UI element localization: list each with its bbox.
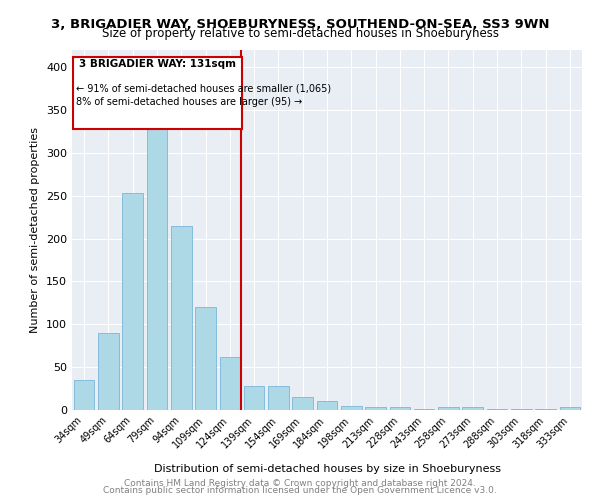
Text: Size of property relative to semi-detached houses in Shoeburyness: Size of property relative to semi-detach… [101, 28, 499, 40]
FancyBboxPatch shape [73, 57, 242, 129]
Bar [98, 333, 119, 410]
Text: 3 BRIGADIER WAY: 131sqm: 3 BRIGADIER WAY: 131sqm [79, 59, 236, 69]
Y-axis label: Number of semi-detached properties: Number of semi-detached properties [31, 127, 40, 333]
Text: 3, BRIGADIER WAY, SHOEBURYNESS, SOUTHEND-ON-SEA, SS3 9WN: 3, BRIGADIER WAY, SHOEBURYNESS, SOUTHEND… [51, 18, 549, 30]
Bar [535, 409, 556, 410]
Bar [511, 409, 532, 410]
Bar [171, 226, 191, 410]
Bar [74, 380, 94, 410]
Text: Contains public sector information licensed under the Open Government Licence v3: Contains public sector information licen… [103, 486, 497, 495]
Bar [438, 406, 459, 410]
Bar [146, 129, 167, 410]
Bar [268, 386, 289, 410]
Bar [317, 402, 337, 410]
Bar [365, 408, 386, 410]
X-axis label: Distribution of semi-detached houses by size in Shoeburyness: Distribution of semi-detached houses by … [154, 464, 500, 473]
Bar [244, 386, 265, 410]
Bar [220, 357, 240, 410]
Bar [487, 409, 508, 410]
Bar [463, 406, 483, 410]
Text: Contains HM Land Registry data © Crown copyright and database right 2024.: Contains HM Land Registry data © Crown c… [124, 478, 476, 488]
Bar [122, 193, 143, 410]
Bar [389, 408, 410, 410]
Bar [341, 406, 362, 410]
Text: ← 91% of semi-detached houses are smaller (1,065): ← 91% of semi-detached houses are smalle… [76, 84, 331, 94]
Bar [195, 307, 216, 410]
Bar [560, 408, 580, 410]
Bar [414, 409, 434, 410]
Text: 8% of semi-detached houses are larger (95) →: 8% of semi-detached houses are larger (9… [76, 97, 302, 107]
Bar [292, 397, 313, 410]
